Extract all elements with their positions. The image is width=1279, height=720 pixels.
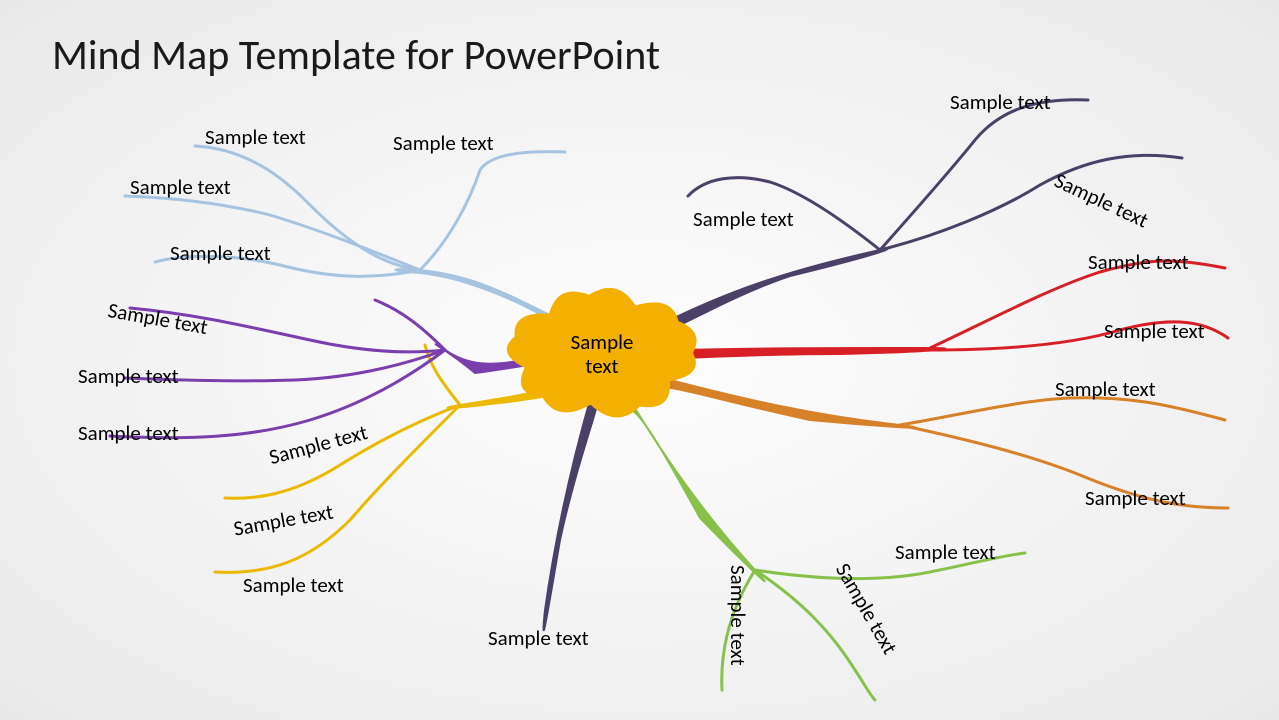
branch-label-purple-left-1: Sample text bbox=[78, 366, 179, 387]
branch-label-darkpurple-top-right-1: Sample text bbox=[950, 92, 1051, 113]
branch-sub-purple-left-0 bbox=[375, 300, 445, 350]
branch-label-darkpurple-bottom-0: Sample text bbox=[488, 628, 589, 649]
branch-label-lightblue-top-left-3: Sample text bbox=[393, 133, 494, 154]
branch-label-purple-left-2: Sample text bbox=[78, 423, 179, 444]
branch-label-green-bottom-right-2: Sample text bbox=[895, 542, 996, 563]
mindmap-canvas: Sample text bbox=[0, 0, 1279, 720]
center-cloud-label-1: Sample bbox=[571, 329, 634, 355]
branch-sub-yellow-left-down-1 bbox=[225, 405, 460, 498]
branch-label-orange-right-down-1: Sample text bbox=[1085, 488, 1186, 509]
branch-trunk-orange-right-down bbox=[670, 380, 916, 428]
branch-label-red-right-0: Sample text bbox=[1088, 252, 1189, 273]
branch-label-green-bottom-right-0: Sample text bbox=[727, 565, 748, 666]
branch-trunk-red-right bbox=[680, 348, 946, 358]
center-cloud-label-2: text bbox=[585, 353, 618, 379]
branch-label-lightblue-top-left-0: Sample text bbox=[205, 127, 306, 148]
branch-trunk-darkpurple-top-right bbox=[660, 249, 887, 333]
branch-label-red-right-1: Sample text bbox=[1104, 321, 1205, 342]
branch-label-yellow-left-down-2: Sample text bbox=[243, 575, 344, 596]
branch-trunk-green-bottom-right bbox=[630, 400, 765, 581]
branch-label-orange-right-down-0: Sample text bbox=[1055, 379, 1156, 400]
branch-label-lightblue-top-left-2: Sample text bbox=[170, 243, 271, 264]
branch-sub-lightblue-top-left-3 bbox=[420, 152, 565, 270]
branch-label-lightblue-top-left-1: Sample text bbox=[130, 177, 231, 198]
branch-trunk-darkpurple-bottom bbox=[543, 400, 598, 630]
branch-label-darkpurple-top-right-0: Sample text bbox=[693, 209, 794, 230]
